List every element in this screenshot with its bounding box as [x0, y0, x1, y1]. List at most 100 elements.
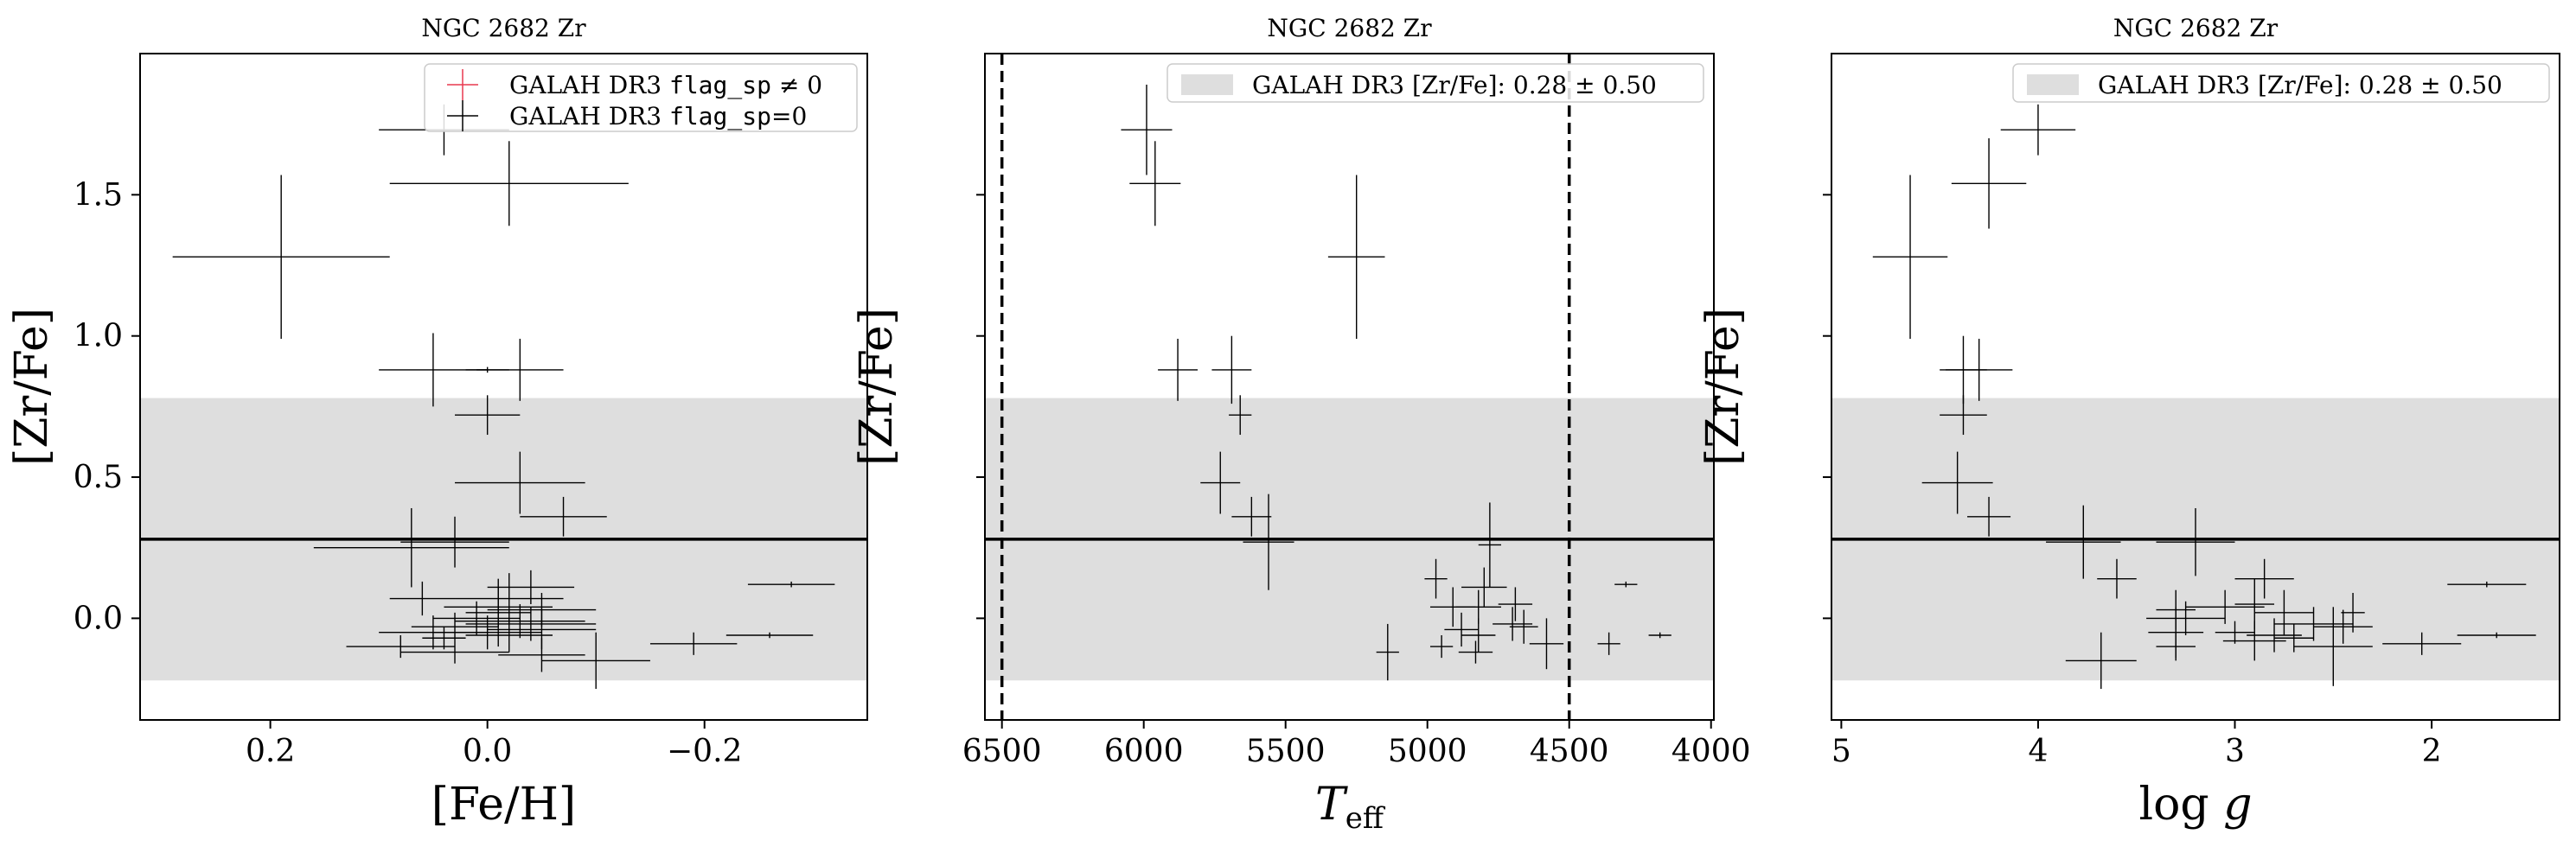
- x-tick-label: 6000: [1104, 734, 1184, 769]
- data-point: [455, 395, 521, 436]
- data-point: [1597, 632, 1620, 655]
- data-point: [747, 581, 835, 588]
- data-point: [2046, 505, 2121, 579]
- data-point: [2000, 104, 2076, 156]
- legend-box: [2012, 63, 2550, 103]
- data-point: [172, 175, 390, 339]
- x-tick-label: 5000: [1388, 734, 1467, 769]
- panel-title: NGC 2682 Zr: [1267, 14, 1432, 42]
- legend: GALAH DR3 [Zr/Fe]: 0.28 ± 0.50: [1167, 63, 1704, 103]
- legend-swatch-band: [1181, 74, 1233, 95]
- data-point: [1478, 502, 1501, 588]
- data-point: [1951, 138, 2027, 229]
- data-point: [411, 612, 499, 641]
- data-point: [1509, 609, 1538, 644]
- data-point: [2313, 609, 2373, 644]
- y-tick-label: 1.5: [74, 177, 123, 213]
- data-point: [1493, 607, 1533, 641]
- panel-title: NGC 2682 Zr: [421, 14, 586, 42]
- data-point: [389, 141, 629, 226]
- x-tick-label: 5500: [1246, 734, 1326, 769]
- data-point: [520, 496, 607, 537]
- y-tick-label: 0.5: [74, 460, 123, 495]
- x-tick-label: 3: [2225, 734, 2245, 769]
- axes-frame: [984, 53, 1715, 721]
- data-point: [1461, 567, 1507, 608]
- y-axis-label: [Zr/Fe]: [851, 308, 903, 466]
- data-point: [379, 615, 488, 650]
- data-point: [649, 632, 738, 655]
- data-point: [1121, 84, 1173, 175]
- legend-entry-label: GALAH DR3 flag_sp ≠ 0: [509, 71, 822, 100]
- panel-feh: 0.2 0.0 −0.2 0.0 0.5 1.0 1.5 NGC 2682 Zr [Fe/H] […: [6, 14, 868, 831]
- data-point: [2234, 558, 2294, 599]
- data-point: [1158, 338, 1199, 401]
- data-point: [2156, 507, 2235, 576]
- data-point: [400, 516, 509, 568]
- x-tick-label: 0.0: [463, 734, 512, 769]
- data-point: [389, 581, 456, 616]
- data-point: [1529, 618, 1564, 670]
- axes-frame: [139, 53, 868, 721]
- data-point: [2247, 618, 2302, 653]
- x-axis-label: log g: [2138, 779, 2252, 831]
- legend-entry-label: GALAH DR3 [Zr/Fe]: 0.28 ± 0.50: [1252, 71, 1657, 99]
- data-point: [1429, 634, 1454, 659]
- data-point: [2156, 632, 2196, 661]
- data-point: [1327, 175, 1385, 339]
- panel-logg: 5 4 3 2 NGC 2682 Zr log g [Zr/Fe] GALAH DR3 [Zr…: [1697, 14, 2560, 831]
- data-point: [541, 632, 650, 690]
- data-point: [476, 338, 564, 401]
- x-tick-label: 2: [2422, 734, 2442, 769]
- data-point: [465, 618, 553, 653]
- data-point: [2146, 601, 2226, 635]
- data-point: [725, 632, 814, 639]
- data-point: [498, 638, 585, 672]
- legend-entry-label: GALAH DR3 [Zr/Fe]: 0.28 ± 0.50: [2098, 71, 2502, 99]
- data-point: [1872, 175, 1948, 339]
- data-point: [1229, 395, 1252, 436]
- x-tick-label: 4000: [1672, 734, 1751, 769]
- data-point: [465, 578, 531, 647]
- data-point: [1967, 496, 2011, 537]
- data-point: [455, 451, 585, 514]
- data-point: [2097, 558, 2137, 599]
- legend-entry-label: GALAH DR3 flag_sp=0: [509, 102, 807, 131]
- data-point: [1424, 558, 1448, 599]
- y-axis-label: [Zr/Fe]: [1697, 308, 1749, 466]
- legend: GALAH DR3 [Zr/Fe]: 0.28 ± 0.50: [2012, 63, 2550, 103]
- data-point: [2457, 632, 2536, 639]
- data-point: [346, 634, 456, 659]
- data-point: [2447, 581, 2527, 588]
- data-point: [2222, 621, 2286, 661]
- data-point: [1200, 451, 1241, 514]
- legend-swatch-band: [2027, 74, 2079, 95]
- data-point: [1461, 618, 1496, 653]
- x-tick-label: 0.2: [246, 734, 295, 769]
- data-point: [455, 573, 564, 624]
- data-point: [1243, 494, 1294, 590]
- data-point: [1129, 141, 1181, 226]
- axes-frame: [1831, 53, 2560, 721]
- data-point: [1940, 395, 1987, 436]
- x-axis-label: [Fe/H]: [431, 779, 576, 831]
- x-tick-label: 6500: [962, 734, 1042, 769]
- data-point: [1376, 623, 1399, 681]
- panel-teff: 6500 6000 5500 5000 4500 4000 NGC 2682 Zr Teff […: [851, 14, 1751, 836]
- data-point: [2274, 623, 2314, 653]
- data-point: [422, 627, 466, 650]
- x-tick-label: 5: [1831, 734, 1851, 769]
- legend-box: [1167, 63, 1704, 103]
- x-tick-label: 4: [2028, 734, 2048, 769]
- x-axis-label: Teff: [1315, 779, 1386, 836]
- y-tick-label: 1.0: [74, 319, 123, 354]
- data-point: [400, 640, 509, 664]
- data-point: [1648, 632, 1672, 639]
- data-point: [432, 601, 521, 635]
- data-point: [2293, 607, 2373, 686]
- data-point: [1940, 335, 1987, 404]
- data-point: [2065, 632, 2137, 690]
- data-point: [1921, 451, 1993, 514]
- data-point: [1211, 335, 1252, 404]
